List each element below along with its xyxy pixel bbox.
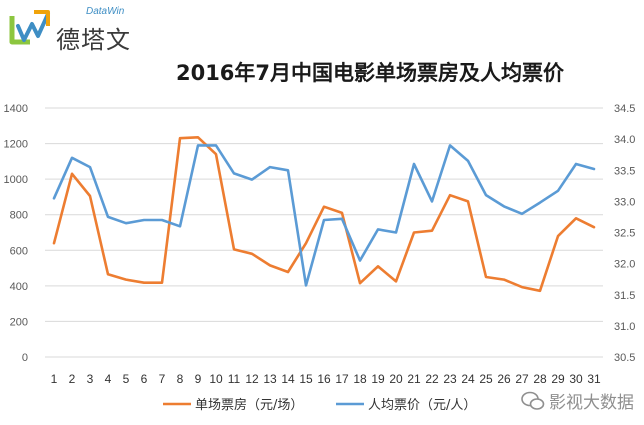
x-axis-tick-label: 9 [195, 372, 202, 386]
chart-title: 2016年7月中国电影单场票房及人均票价 [176, 61, 565, 85]
right-axis-tick-label: 31.5 [614, 290, 635, 302]
x-axis-tick-label: 22 [425, 372, 439, 386]
x-axis-tick-label: 23 [443, 372, 457, 386]
left-axis-tick-label: 1400 [4, 103, 28, 115]
x-axis-tick-label: 11 [228, 372, 241, 386]
x-axis-tick-label: 21 [407, 372, 421, 386]
right-axis-tick-label: 34.0 [614, 134, 635, 146]
right-axis-tick-label: 32.0 [614, 259, 635, 271]
legend-label: 人均票价（元/人） [368, 398, 476, 413]
left-axis-tick-label: 0 [22, 352, 28, 364]
x-axis-tick-label: 4 [105, 372, 112, 386]
x-axis-tick-label: 17 [335, 372, 349, 386]
x-axis-tick-label: 24 [461, 372, 475, 386]
right-axis-tick-label: 33.5 [614, 165, 635, 177]
legend: 单场票房（元/场） 人均票价（元/人） [163, 397, 476, 413]
left-axis-tick-label: 200 [10, 316, 28, 328]
logo-chinese-text: 德塔文 [56, 26, 131, 54]
x-axis-tick-label: 26 [497, 372, 511, 386]
datawin-logo: DataWin 德塔文 [8, 4, 138, 54]
x-axis-tick-label: 8 [177, 372, 184, 386]
x-axis-tick-label: 1 [51, 372, 58, 386]
legend-label: 单场票房（元/场） [195, 397, 303, 413]
left-axis-tick-label: 600 [10, 245, 28, 257]
series-line-avg-ticket-price [52, 144, 596, 287]
logo-english-text: DataWin [86, 6, 125, 17]
x-axis-tick-label: 14 [281, 372, 295, 386]
x-axis-tick-label: 19 [371, 372, 385, 386]
x-axis-tick-label: 7 [159, 372, 166, 386]
x-axis-tick-label: 30 [569, 372, 583, 386]
watermark-text: 影视大数据 [549, 393, 634, 413]
left-axis-tick-label: 400 [10, 281, 28, 293]
left-axis-tick-label: 800 [10, 210, 28, 222]
x-axis-tick-label: 25 [479, 372, 493, 386]
x-axis-tick-label: 12 [245, 372, 259, 386]
x-axis-tick-label: 5 [123, 372, 130, 386]
logo-mark-icon [9, 10, 50, 45]
right-axis-tick-label: 32.5 [614, 228, 635, 240]
left-axis: 0 200 400 600 800 1000 1200 1400 [4, 103, 28, 364]
x-axis-tick-label: 10 [209, 372, 223, 386]
x-axis-tick-label: 2 [69, 372, 76, 386]
x-axis-tick-label: 13 [263, 372, 277, 386]
left-axis-tick-label: 1000 [4, 174, 28, 186]
x-axis-tick-label: 20 [389, 372, 403, 386]
x-axis: 1 2 3 4 5 6 7 8 9 10 11 12 13 14 15 16 17 18 19 20 21 22 23 24 2… [51, 372, 601, 386]
right-axis: 30.5 31.0 31.5 32.0 32.5 33.0 33.5 34.0 34.5 [614, 103, 635, 364]
watermark: 影视大数据 [521, 388, 634, 413]
series-line-per-show-box-office [52, 136, 596, 293]
x-axis-tick-label: 3 [87, 372, 94, 386]
x-axis-tick-label: 18 [353, 372, 367, 386]
right-axis-tick-label: 30.5 [614, 352, 635, 364]
right-axis-tick-label: 34.5 [614, 103, 635, 115]
x-axis-tick-label: 28 [533, 372, 547, 386]
right-axis-tick-label: 31.0 [614, 321, 635, 333]
x-axis-tick-label: 31 [587, 372, 601, 386]
x-axis-tick-label: 6 [141, 372, 148, 386]
x-axis-tick-label: 15 [299, 372, 313, 386]
gridlines [45, 107, 603, 358]
wechat-icon [521, 391, 545, 410]
series [52, 136, 596, 293]
right-axis-tick-label: 33.0 [614, 196, 635, 208]
x-axis-tick-label: 27 [515, 372, 529, 386]
x-axis-tick-label: 16 [317, 372, 331, 386]
left-axis-tick-label: 1200 [4, 139, 28, 151]
x-axis-tick-label: 29 [551, 372, 565, 386]
